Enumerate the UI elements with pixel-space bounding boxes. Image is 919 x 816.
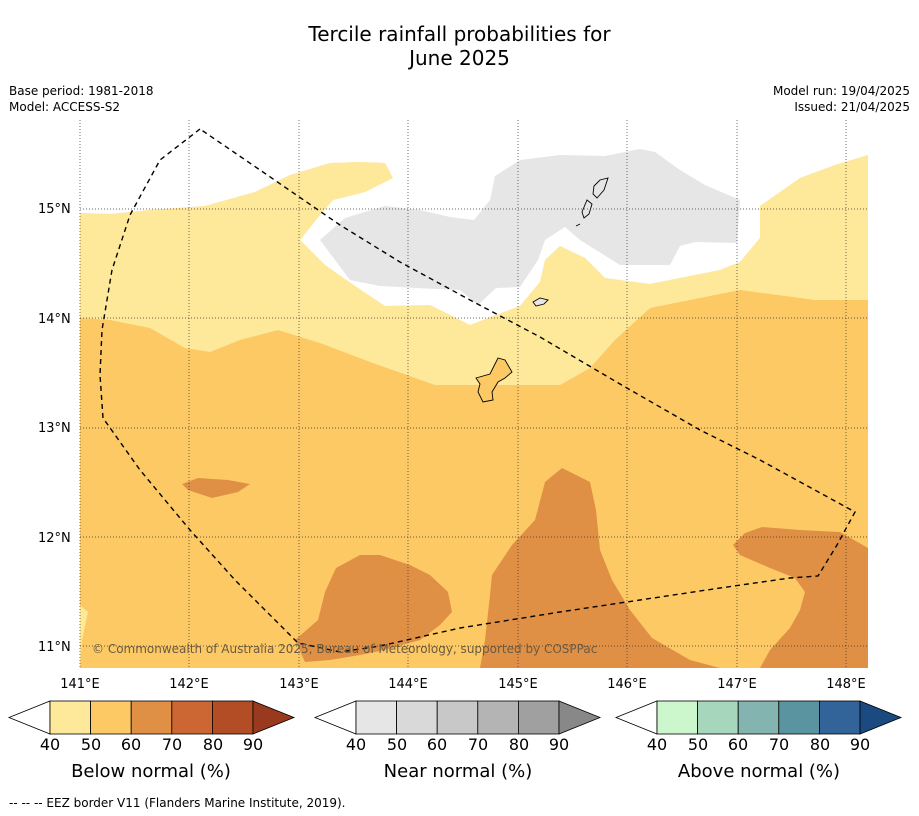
- colorbar-high-extension: [559, 701, 600, 734]
- lon-label-144E: 144°E: [388, 677, 428, 692]
- colorbar-low-extension: [9, 701, 50, 734]
- below-normal-colorbar: [9, 701, 294, 734]
- lat-label-14N: 14°N: [38, 312, 71, 327]
- near-tick-90: 90: [549, 735, 569, 754]
- above-normal-label: Above normal (%): [648, 761, 870, 782]
- colorbar-segment: [212, 701, 253, 734]
- below-tick-70: 70: [162, 735, 182, 754]
- longitude-labels: 141°E 142°E 143°E 144°E 145°E 146°E 147°…: [60, 677, 866, 692]
- near-tick-70: 70: [468, 735, 488, 754]
- colorbar-high-extension: [860, 701, 901, 734]
- lon-label-142E: 142°E: [169, 677, 209, 692]
- colorbar-segment: [657, 701, 698, 734]
- lat-label-15N: 15°N: [38, 202, 71, 217]
- lon-label-148E: 148°E: [826, 677, 866, 692]
- lat-label-12N: 12°N: [38, 531, 71, 546]
- below-normal-label: Below normal (%): [40, 761, 262, 782]
- below-tick-40: 40: [40, 735, 60, 754]
- colorbar-segment: [698, 701, 739, 734]
- colorbar-segment: [356, 701, 397, 734]
- eez-border-legend: -- -- -- EEZ border V11 (Flanders Marine…: [9, 796, 346, 810]
- colorbar-segment: [819, 701, 860, 734]
- colorbar-segment: [437, 701, 478, 734]
- colorbar-segment: [91, 701, 132, 734]
- below-tick-80: 80: [203, 735, 223, 754]
- near-tick-80: 80: [509, 735, 529, 754]
- colorbar-segment: [172, 701, 213, 734]
- colorbar-segment: [397, 701, 438, 734]
- below-tick-90: 90: [243, 735, 263, 754]
- colorbar-segment: [478, 701, 519, 734]
- colorbar-segment: [738, 701, 779, 734]
- above-tick-40: 40: [647, 735, 667, 754]
- lat-label-11N: 11°N: [38, 640, 71, 655]
- colorbar-low-extension: [616, 701, 657, 734]
- above-tick-60: 60: [728, 735, 748, 754]
- near-normal-label: Near normal (%): [347, 761, 569, 782]
- colorbar-segment: [518, 701, 559, 734]
- lon-label-143E: 143°E: [279, 677, 319, 692]
- map-figure: © Commonwealth of Australia 2025, Bureau…: [0, 0, 919, 816]
- above-tick-70: 70: [769, 735, 789, 754]
- near-tick-50: 50: [387, 735, 407, 754]
- above-tick-50: 50: [688, 735, 708, 754]
- copyright-notice: © Commonwealth of Australia 2025, Bureau…: [92, 642, 597, 656]
- colorbar-segment: [779, 701, 820, 734]
- colorbar-low-extension: [315, 701, 356, 734]
- near-tick-60: 60: [427, 735, 447, 754]
- latitude-labels: 15°N 14°N 13°N 12°N 11°N: [38, 202, 71, 655]
- colorbar-segment: [50, 701, 91, 734]
- near-tick-40: 40: [346, 735, 366, 754]
- colorbar-segment: [131, 701, 172, 734]
- colorbar-high-extension: [253, 701, 294, 734]
- map-area: © Commonwealth of Australia 2025, Bureau…: [80, 120, 868, 668]
- lon-label-146E: 146°E: [607, 677, 647, 692]
- below-tick-60: 60: [121, 735, 141, 754]
- above-normal-colorbar: [616, 701, 901, 734]
- lon-label-145E: 145°E: [498, 677, 538, 692]
- lat-label-13N: 13°N: [38, 421, 71, 436]
- above-tick-80: 80: [810, 735, 830, 754]
- lon-label-147E: 147°E: [717, 677, 757, 692]
- lon-label-141E: 141°E: [60, 677, 100, 692]
- below-tick-50: 50: [81, 735, 101, 754]
- near-normal-colorbar: [315, 701, 600, 734]
- above-tick-90: 90: [850, 735, 870, 754]
